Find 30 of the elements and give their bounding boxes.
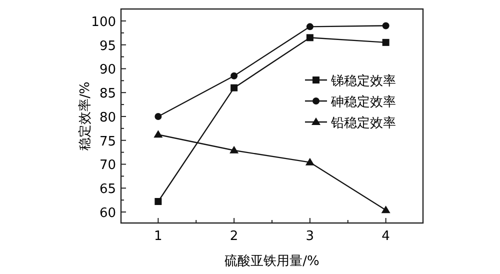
x-tick-label: 4 xyxy=(382,229,390,244)
point xyxy=(305,158,314,166)
y-tick-label: 65 xyxy=(99,182,116,198)
point xyxy=(154,112,162,120)
point xyxy=(154,198,162,206)
y-tick-label: 95 xyxy=(99,38,116,54)
point xyxy=(230,72,238,80)
point xyxy=(381,206,390,214)
point xyxy=(230,84,238,92)
y-tick-label: 90 xyxy=(99,62,116,78)
y-tick-label: 80 xyxy=(99,110,116,126)
x-tick-label: 1 xyxy=(154,229,162,244)
y-tick-label: 85 xyxy=(99,86,116,102)
legend-label: 锑稳定效率 xyxy=(330,73,396,89)
point xyxy=(382,38,390,46)
x-tick-label: 3 xyxy=(306,229,314,244)
x-axis-title: 硫酸亚铁用量/% xyxy=(224,254,320,269)
y-tick-label: 75 xyxy=(99,134,116,150)
point xyxy=(306,23,314,30)
y-tick-label: 60 xyxy=(99,206,116,222)
point xyxy=(382,22,390,30)
x-tick-label: 2 xyxy=(230,229,238,244)
point xyxy=(154,130,163,138)
point xyxy=(306,34,314,42)
legend-label: 铅稳定效率 xyxy=(330,115,396,131)
legend-label: 砷稳定效率 xyxy=(330,94,396,110)
y-axis-title: 稳定效率/% xyxy=(77,82,93,150)
y-tick-label: 100 xyxy=(91,14,116,30)
y-tick-label: 70 xyxy=(99,158,116,174)
point xyxy=(230,146,239,154)
